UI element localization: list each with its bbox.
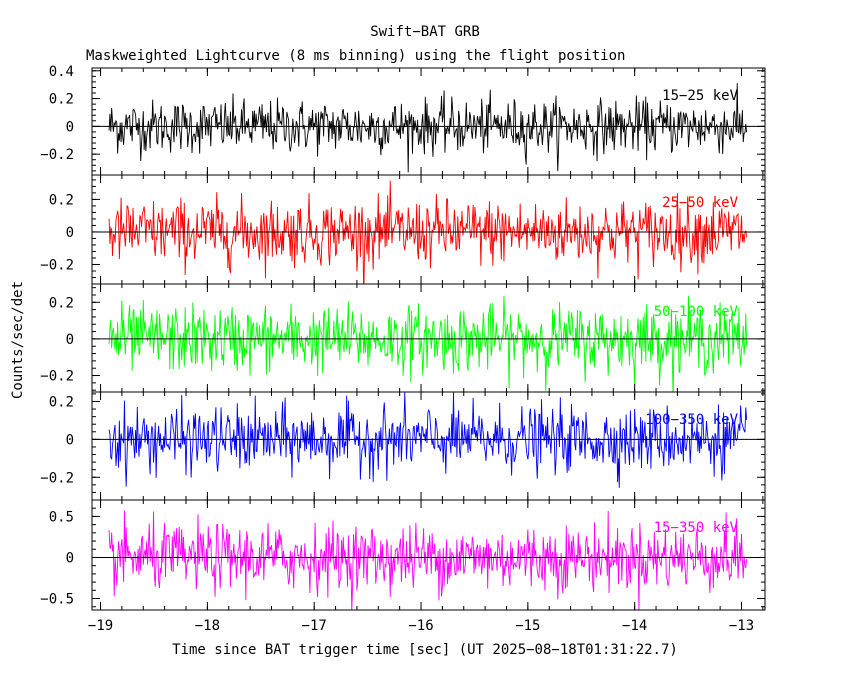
panel-frame [91,499,766,611]
x-axis-label: Time since BAT trigger time [sec] (UT 20… [172,642,678,658]
y-tick-label: −0.2 [40,257,74,273]
y-tick-label: −0.2 [40,470,74,486]
y-tick-label: −0.2 [40,369,74,385]
lightcurve-25-50-kev [108,180,748,284]
y-tick-label: 0.2 [49,394,74,410]
y-tick-label: −0.2 [40,147,74,163]
panel-5: −0.5 0 0.5 15−350 keV [40,499,766,611]
x-tick-label: −16 [408,618,433,634]
panel-2: −0.2 0 0.2 25−50 keV [40,174,766,285]
y-tick-label: 0 [66,225,74,241]
panel-3: −0.2 0 0.2 50−100 keV [40,283,766,393]
lightcurve-100-350-kev [108,392,748,488]
chart-title: Swift−BAT GRB [370,24,480,40]
lightcurve-15-25-kev [108,83,748,173]
y-tick-label: 0.2 [49,192,74,208]
x-tick-label: −13 [729,618,754,634]
y-tick-label: 0 [66,432,74,448]
band-label-15-25-kev: 15−25 keV [662,88,738,104]
y-tick-label: 0.2 [49,92,74,108]
band-label-100-350-kev: 100−350 keV [645,412,738,428]
x-tick-label: −18 [195,618,220,634]
x-tick-label: −19 [88,618,113,634]
band-label-15-350-kev: 15−350 keV [654,520,739,536]
y-tick-label: 0.2 [49,295,74,311]
panel-4: −0.2 0 0.2 100−350 keV [40,391,766,501]
chart-subtitle: Maskweighted Lightcurve (8 ms binning) u… [86,48,625,64]
y-axis-label: Counts/sec/det [10,281,26,399]
x-axis: −19 −18 −17 −16 −15 −14 −13 [88,618,754,634]
x-tick-label: −14 [622,618,647,634]
band-label-50-100-kev: 50−100 keV [654,304,739,320]
panels-group: −0.200.20.415−25 keV−0.200.2 25−50 keV−0.… [40,64,766,611]
lightcurve-50-100-kev [108,295,748,392]
y-tick-label: 0 [66,332,74,348]
y-tick-label: 0.5 [49,509,74,525]
x-tick-label: −15 [515,618,540,634]
x-tick-label: −17 [302,618,327,634]
band-label-25-50-kev: 25−50 keV [662,195,738,211]
panel-1: −0.2 0 0.2 0.4 15−25 keV [40,64,766,176]
y-tick-label: −0.5 [40,592,74,608]
y-tick-label: 0 [66,550,74,566]
lightcurve-15-350-kev [108,510,748,610]
panel-frame [91,283,766,393]
y-tick-label: 0.4 [49,64,74,80]
y-tick-label: 0 [66,119,74,135]
